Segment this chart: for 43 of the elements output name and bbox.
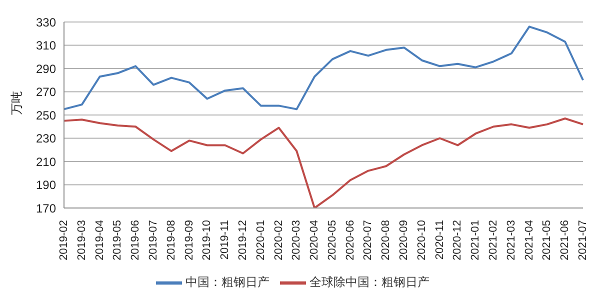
x-tick-label: 2020-01 (254, 220, 267, 260)
x-tick-label: 2019-08 (165, 220, 178, 260)
x-tick-label: 2021-03 (505, 220, 518, 260)
y-tick-label: 190 (36, 178, 56, 192)
x-tick-label: 2021-07 (577, 220, 589, 260)
line-series (63, 26, 584, 110)
x-tick-label: 2020-03 (290, 220, 303, 260)
x-tick-label: 2021-02 (488, 220, 500, 260)
y-tick-label: 170 (36, 201, 56, 216)
y-tick-label: 250 (36, 108, 56, 122)
x-tick-label: 2021-04 (523, 220, 536, 260)
y-tick-label: 270 (36, 85, 56, 100)
x-tick-label: 2020-06 (344, 220, 356, 260)
x-tick-label: 2020-05 (326, 220, 338, 260)
y-tick-label: 290 (36, 62, 56, 76)
x-tick-label: 2020-04 (308, 220, 321, 260)
x-tick-label: 2019-10 (201, 220, 214, 260)
x-tick-label: 2019-02 (58, 220, 70, 260)
y-tick-label: 230 (36, 132, 56, 146)
y-tick-label: 210 (36, 154, 56, 169)
x-tick-label: 2020-08 (380, 220, 392, 260)
x-tick-label: 2020-11 (434, 220, 446, 260)
x-tick-label: 2020-12 (452, 220, 464, 260)
legend-label: 全球除中国：粗钢日产 (310, 275, 430, 290)
x-tick-label: 2021-05 (541, 220, 554, 260)
x-tick-label: 2021-01 (470, 220, 482, 260)
x-tick-label: 2019-06 (130, 220, 142, 260)
x-tick-label: 2020-07 (362, 220, 374, 260)
x-tick-label: 2019-03 (76, 220, 88, 260)
x-tick-label: 2020-09 (398, 220, 410, 260)
x-tick-label: 2019-05 (112, 220, 124, 260)
y-tick-label: 330 (36, 15, 56, 30)
x-tick-label: 2019-04 (94, 220, 106, 260)
x-tick-label: 2020-02 (272, 220, 285, 260)
x-tick-label: 2020-10 (416, 220, 428, 260)
x-tick-label: 2019-07 (147, 220, 160, 260)
x-tick-label: 2019-12 (236, 220, 249, 260)
x-tick-label: 2021-06 (559, 220, 572, 260)
x-tick-label: 2019-11 (219, 220, 232, 260)
y-axis-title: 万吨 (9, 91, 24, 115)
x-tick-label: 2019-09 (183, 220, 196, 260)
legend-label: 中国：粗钢日产 (186, 275, 270, 290)
y-tick-label: 310 (36, 38, 56, 53)
